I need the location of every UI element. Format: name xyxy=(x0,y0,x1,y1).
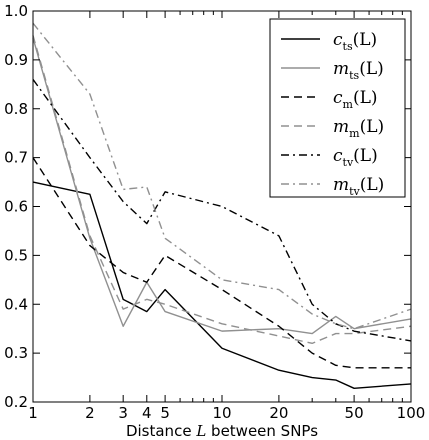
series-line-c-ts xyxy=(32,181,412,390)
legend-entry-label: cm(L) xyxy=(333,88,378,111)
y-tick-label: 0.4 xyxy=(4,295,28,313)
y-tick-label: 0.2 xyxy=(4,393,28,411)
x-axis: 1 2 3 4 5 10 20 50 100 xyxy=(28,11,425,422)
series-line-c-tv xyxy=(32,79,412,342)
x-tick-label: 2 xyxy=(85,404,95,422)
x-tick-label: 5 xyxy=(160,404,170,422)
y-tick-label: 0.9 xyxy=(4,51,28,69)
legend-entry-label: mm(L) xyxy=(333,117,384,140)
x-tick-label: 20 xyxy=(269,404,288,422)
x-tick-label: 50 xyxy=(345,404,364,422)
series-line-m-m xyxy=(32,35,412,345)
legend: cts(L) mts(L) cm(L) mm(L) ctv(L) mtv(L) xyxy=(269,18,406,198)
legend-entry-label: ctv(L) xyxy=(333,146,378,169)
x-axis-label: Distance L between SNPs xyxy=(126,422,318,440)
plot-lines xyxy=(32,22,412,390)
legend-box xyxy=(269,18,406,198)
legend-entry-label: mts(L) xyxy=(333,59,384,82)
x-axis-label-pre: Distance xyxy=(126,422,196,440)
series-line-m-tv xyxy=(32,22,412,330)
y-tick-label: 0.3 xyxy=(4,344,28,362)
x-tick-label: 100 xyxy=(397,404,426,422)
series-line-c-m xyxy=(32,157,411,369)
y-tick-label: 0.5 xyxy=(4,246,28,264)
x-axis-label-var: L xyxy=(195,422,206,440)
x-tick-label: 3 xyxy=(118,404,128,422)
x-tick-label: 1 xyxy=(28,404,38,422)
y-tick-label: 1.0 xyxy=(4,2,28,20)
y-tick-label: 0.7 xyxy=(4,149,28,167)
x-tick-label: 4 xyxy=(142,404,152,422)
y-axis: 0.2 0.3 0.4 0.5 0.6 0.7 0.8 0.9 1.0 xyxy=(4,2,411,411)
y-tick-label: 0.8 xyxy=(4,100,28,118)
legend-entry-label: mtv(L) xyxy=(333,175,384,198)
series-line-m-ts xyxy=(32,37,412,335)
y-tick-label: 0.6 xyxy=(4,198,28,216)
legend-entry-label: cts(L) xyxy=(333,30,377,53)
x-axis-label-post: between SNPs xyxy=(206,422,318,440)
x-tick-label: 10 xyxy=(212,404,231,422)
